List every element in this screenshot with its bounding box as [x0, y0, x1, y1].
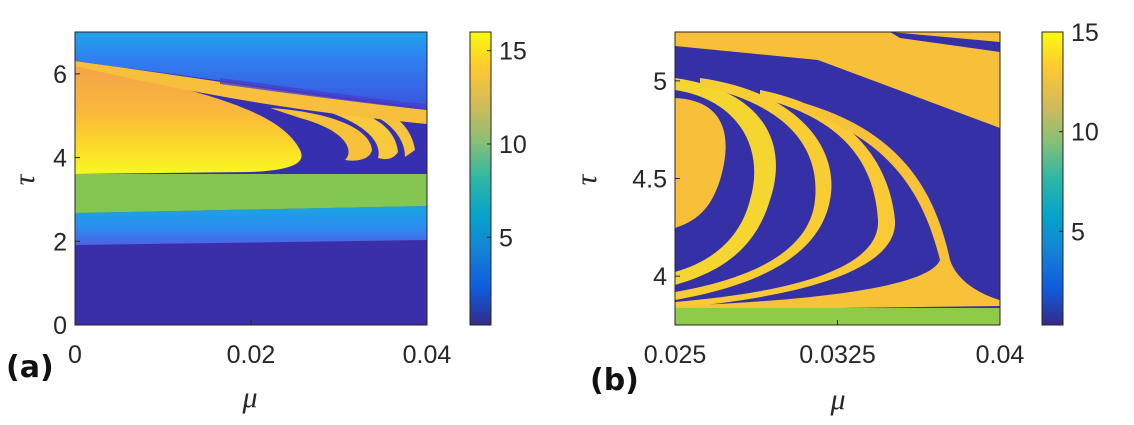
- heatmap-b-tongue-5: [675, 102, 1000, 310]
- colorbar-tick-label: 15: [499, 38, 527, 66]
- heatmap-b: [675, 32, 1000, 325]
- heatmap-b-tongue-1: [675, 98, 726, 228]
- heatmap-a-top-band: [75, 32, 427, 108]
- axes-b-x-ticks: 0.025 0.0325 0.04: [644, 320, 1025, 369]
- heatmap-b-tongue-2: [675, 78, 776, 285]
- colorbar-tick-label: 10: [499, 131, 527, 159]
- heatmap-a-blue-band: [75, 206, 427, 245]
- heatmap-a-main-yellow: [75, 64, 302, 174]
- axes-a-y-label: τ: [8, 173, 41, 185]
- axes-a-x-ticks: 0 0.02 0.04: [68, 320, 451, 369]
- colorbar-tick-label: 5: [499, 224, 513, 252]
- heatmap-a: [75, 32, 427, 325]
- y-tick-label: 4.5: [632, 166, 667, 194]
- colorbar-b-frame: [1041, 31, 1064, 326]
- x-tick-label: 0.025: [644, 341, 707, 369]
- axes-a-y-ticks: 0 2 4 6: [53, 61, 80, 340]
- y-tick-label: 4: [653, 263, 667, 291]
- colorbar-tick-label: 10: [1071, 119, 1099, 147]
- heatmap-a-upper-tongue: [75, 61, 427, 124]
- x-tick-label: 0.04: [976, 341, 1025, 369]
- heatmap-b-top-dark-stripe: [890, 32, 1000, 52]
- y-tick-label: 2: [53, 228, 67, 256]
- panel-a: 0 2 4 6 0 0.02 0.04 μ τ (a) 5 10 15: [6, 31, 527, 414]
- heatmap-a-top-dark-stripe: [220, 78, 427, 110]
- heatmap-b-top-band: [675, 32, 1000, 128]
- x-tick-label: 0.04: [403, 341, 452, 369]
- heatmap-a-tongue-1: [270, 108, 372, 161]
- y-tick-label: 0: [53, 312, 67, 340]
- panel-a-label: (a): [6, 350, 54, 385]
- colorbar-a: [470, 32, 491, 325]
- y-tick-label: 6: [53, 61, 67, 89]
- axes-b-y-label: τ: [570, 173, 603, 185]
- colorbar-a-frame: [469, 31, 492, 326]
- panel-b-label: (b): [590, 363, 639, 398]
- colorbar-b-ticks: 5 10 15: [1059, 19, 1099, 246]
- heatmap-a-green-band: [75, 166, 427, 213]
- x-tick-label: 0.02: [227, 341, 276, 369]
- colorbar-a-ticks: 5 10 15: [487, 38, 527, 252]
- y-tick-label: 5: [653, 68, 667, 96]
- axes-b-x-label: μ: [829, 383, 845, 416]
- colorbar-tick-label: 5: [1071, 218, 1085, 246]
- axes-a-x-label: μ: [241, 381, 257, 414]
- colorbar-b: [1042, 32, 1063, 325]
- colorbar-tick-label: 15: [1071, 19, 1099, 47]
- heatmap-b-green-floor: [675, 308, 1000, 325]
- x-tick-label: 0.0325: [799, 341, 875, 369]
- y-tick-label: 4: [53, 145, 67, 173]
- axes-b-y-ticks: 44.55: [632, 68, 680, 291]
- x-tick-label: 0: [68, 341, 82, 369]
